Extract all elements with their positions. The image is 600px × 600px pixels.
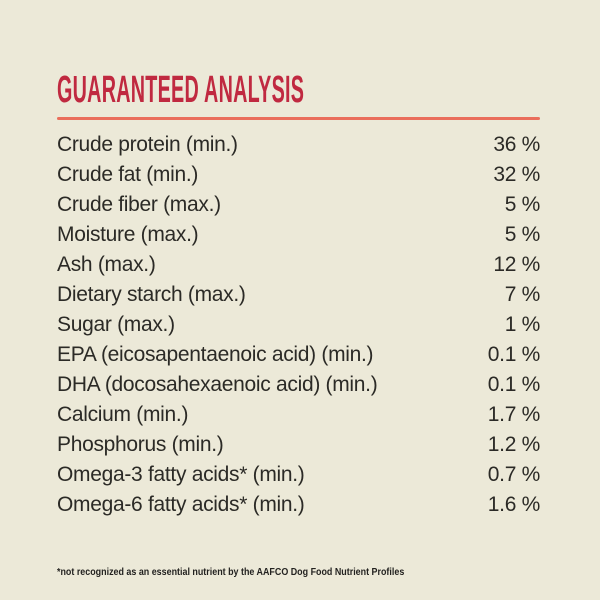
nutrient-row: Dietary starch (max.) 7 % — [57, 280, 540, 310]
nutrient-value: 5 % — [504, 193, 541, 216]
nutrient-value: 0.7 % — [487, 463, 541, 486]
nutrient-label: Moisture (max.) — [57, 223, 199, 246]
nutrient-label: Ash (max.) — [57, 253, 156, 276]
nutrient-label: Crude fiber (max.) — [57, 193, 221, 216]
nutrient-row: Ash (max.) 12 % — [57, 250, 540, 280]
title-underline — [57, 117, 540, 120]
nutrient-label: EPA (eicosapentaenoic acid) (min.) — [57, 343, 374, 366]
nutrient-label: Omega-6 fatty acids* (min.) — [57, 493, 305, 516]
nutrient-value: 1.6 % — [487, 493, 541, 516]
nutrient-label: Dietary starch (max.) — [57, 283, 246, 306]
nutrient-value: 12 % — [493, 253, 540, 276]
nutrient-value: 1 % — [504, 313, 541, 336]
nutrient-row: Sugar (max.) 1 % — [57, 310, 540, 340]
nutrient-value: 7 % — [504, 283, 541, 306]
nutrient-label: DHA (docosahexaenoic acid) (min.) — [57, 373, 378, 396]
nutrient-label: Calcium (min.) — [57, 403, 189, 426]
nutrient-row: Phosphorus (min.) 1.2 % — [57, 430, 540, 460]
nutrient-value: 1.2 % — [487, 433, 541, 456]
nutrient-value: 0.1 % — [487, 343, 541, 366]
nutrient-row: Moisture (max.) 5 % — [57, 220, 540, 250]
nutrient-label: Omega-3 fatty acids* (min.) — [57, 463, 305, 486]
nutrient-label: Sugar (max.) — [57, 313, 175, 336]
nutrient-row: Omega-6 fatty acids* (min.) 1.6 % — [57, 490, 540, 520]
nutrient-label: Crude protein (min.) — [57, 133, 238, 156]
nutrient-row: EPA (eicosapentaenoic acid) (min.) 0.1 % — [57, 340, 540, 370]
nutrient-label: Phosphorus (min.) — [57, 433, 224, 456]
nutrient-row: Crude fiber (max.) 5 % — [57, 190, 540, 220]
nutrient-table: Crude protein (min.) 36 % Crude fat (min… — [57, 130, 540, 520]
aafco-footnote: *not recognized as an essential nutrient… — [57, 566, 405, 578]
nutrient-row: Omega-3 fatty acids* (min.) 0.7 % — [57, 460, 540, 490]
nutrient-row: DHA (docosahexaenoic acid) (min.) 0.1 % — [57, 370, 540, 400]
nutrient-row: Crude fat (min.) 32 % — [57, 160, 540, 190]
nutrient-row: Calcium (min.) 1.7 % — [57, 400, 540, 430]
nutrient-row: Crude protein (min.) 36 % — [57, 130, 540, 160]
nutrient-value: 1.7 % — [487, 403, 541, 426]
nutrient-value: 36 % — [493, 133, 540, 156]
nutrient-value: 0.1 % — [487, 373, 541, 396]
nutrient-value: 32 % — [493, 163, 540, 186]
nutrient-value: 5 % — [504, 223, 541, 246]
nutrient-label: Crude fat (min.) — [57, 163, 199, 186]
guaranteed-analysis-title: GUARANTEED ANALYSIS — [57, 69, 305, 111]
